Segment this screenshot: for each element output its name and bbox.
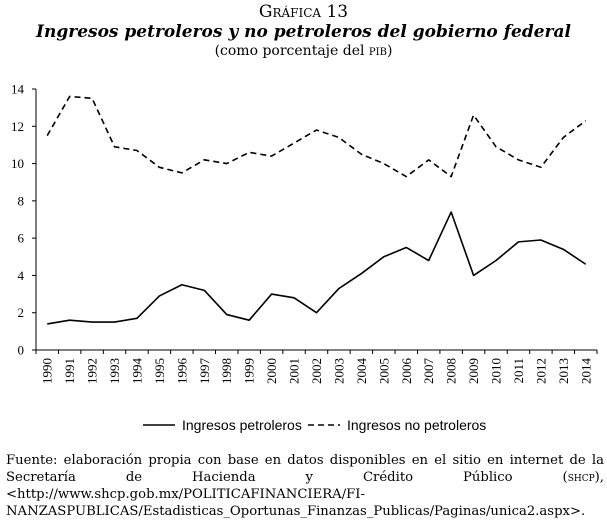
y-tick-label: 6 <box>18 231 25 246</box>
x-tick-label: 1996 <box>174 358 189 385</box>
x-tick-label: 1994 <box>129 358 144 385</box>
y-tick-label: 8 <box>18 193 25 208</box>
x-tick-label: 1993 <box>107 358 122 384</box>
x-tick-label: 1991 <box>62 358 77 384</box>
x-tick-label: 2001 <box>287 358 302 384</box>
x-tick-label: 2002 <box>309 358 324 384</box>
y-tick-label: 4 <box>18 268 25 283</box>
x-tick-label: 2009 <box>466 358 481 384</box>
x-tick-label: 1992 <box>85 358 100 384</box>
y-tick-label: 0 <box>18 343 25 358</box>
x-tick-label: 2011 <box>511 358 526 384</box>
line-chart: 0 2 4 6 8 10 12 14 1990 1991 1992 1993 1994 1995 1996 1… <box>0 0 607 450</box>
x-tick-label: 2014 <box>578 358 593 385</box>
legend-label: Ingresos no petroleros <box>347 417 486 433</box>
x-tick-label: 2012 <box>533 358 548 384</box>
chart-axes: 0 2 4 6 8 10 12 14 1990 1991 1992 1993 1994 1995 1996 1… <box>11 82 597 385</box>
series-line-ingresos-petroleros <box>47 212 586 324</box>
y-tick-label: 2 <box>18 305 25 320</box>
source-abbr: shcp <box>568 470 595 485</box>
x-tick-label: 2007 <box>421 358 436 385</box>
series-line-ingresos-no-petroleros <box>47 96 586 176</box>
x-tick-label: 2013 <box>556 358 571 384</box>
x-tick-label: 2005 <box>376 358 391 384</box>
legend-label: Ingresos petroleros <box>182 417 302 433</box>
source-text-start: Fuente: elaboración propia con base en d… <box>6 453 604 485</box>
x-tick-label: 1995 <box>152 358 167 384</box>
x-tick-label: 2003 <box>331 358 346 384</box>
x-tick-label: 1997 <box>197 358 212 385</box>
y-tick-label: 10 <box>11 156 24 171</box>
x-tick-label: 2006 <box>399 358 414 385</box>
chart-series <box>47 96 586 324</box>
y-tick-label: 14 <box>11 82 25 97</box>
chart-legend: Ingresos petroleros Ingresos no petrolero… <box>143 417 486 433</box>
y-tick-label: 12 <box>11 119 24 134</box>
x-tick-label: 1998 <box>219 358 234 384</box>
x-tick-label: 1999 <box>242 358 257 384</box>
x-tick-label: 1990 <box>40 358 55 384</box>
x-tick-label: 2010 <box>489 358 504 384</box>
x-tick-label: 2008 <box>444 358 459 384</box>
x-tick-label: 2000 <box>264 358 279 384</box>
x-tick-label: 2004 <box>354 358 369 385</box>
source-note: Fuente: elaboración propia con base en d… <box>6 452 604 520</box>
